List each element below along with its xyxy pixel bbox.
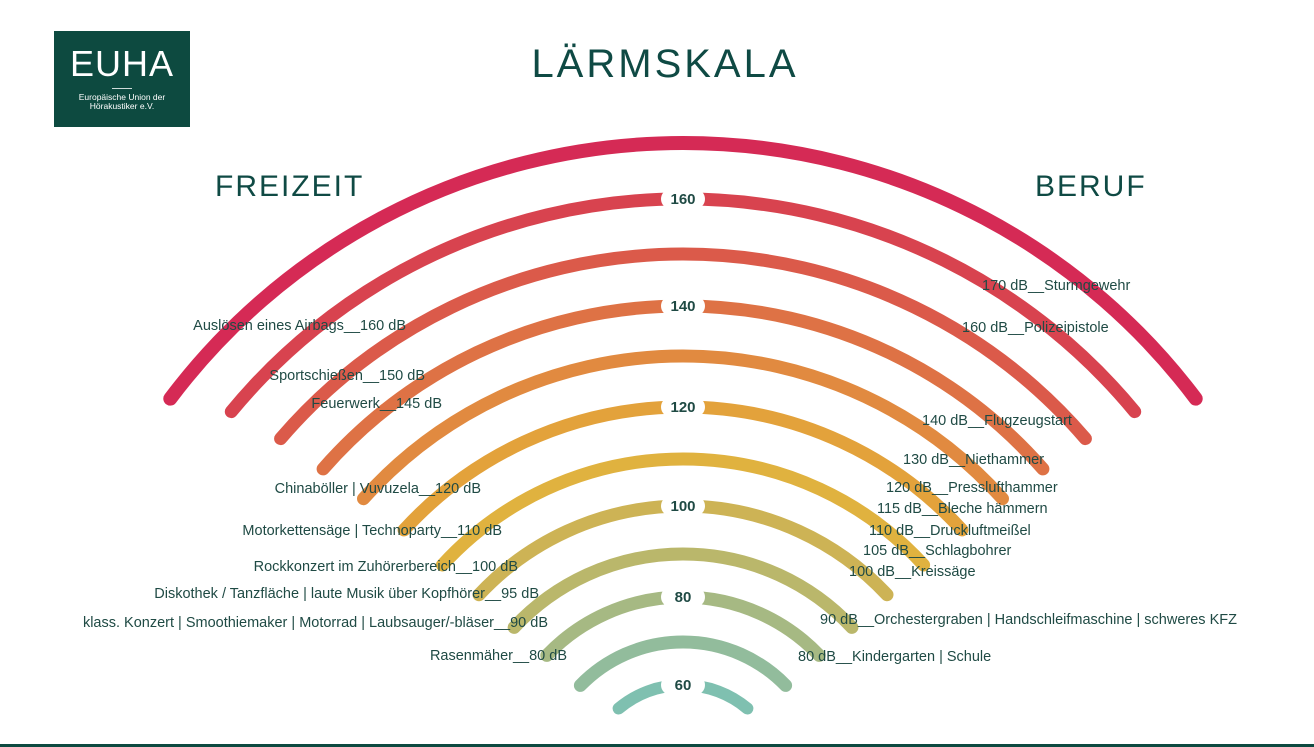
- left-label-disco: Diskothek / Tanzfläche | laute Musik übe…: [154, 586, 539, 602]
- left-label-airbag: Auslösen eines Airbags__160 dB: [193, 318, 406, 334]
- left-label-classical-concert: klass. Konzert | Smoothiemaker | Motorra…: [82, 615, 548, 631]
- noise-arc: [435, 452, 931, 572]
- noise-arc: [573, 635, 793, 692]
- left-label-lawnmower: Rasenmäher__80 dB: [429, 648, 567, 664]
- logo-subtitle: Europäische Union der Hörakustiker e.V.: [54, 93, 190, 111]
- db-value-pill: 120: [661, 397, 705, 417]
- right-label-air-chisel: 110 dB__Druckluftmeißel: [869, 523, 1031, 539]
- logo-wordmark: EUHA: [69, 43, 175, 84]
- left-label-fireworks: Feuerwerk__145 dB: [311, 396, 442, 412]
- noise-arc: [357, 349, 1009, 506]
- right-label-rivet-hammer: 130 dB__Niethammer: [903, 452, 1045, 468]
- page-title: LÄRMSKALA: [531, 42, 799, 86]
- logo-subtitle-line-2: Hörakustiker e.V.: [89, 101, 155, 111]
- right-label-jackhammer: 120 dB__Presslufthammer: [886, 480, 1058, 496]
- right-label-kindergarten: 80 dB__Kindergarten | Schule: [798, 649, 992, 665]
- logo-subtitle-line-1: Europäische Union der: [78, 92, 166, 102]
- euha-logo: EUHA Europäische Union der Hörakustiker …: [54, 31, 190, 127]
- right-label-aircraft-takeoff: 140 dB__Flugzeugstart: [922, 413, 1072, 429]
- right-label-police-pistol: 160 dB__Polizeipistole: [962, 320, 1109, 336]
- work-heading: BERUF: [1035, 170, 1147, 203]
- left-label-chainsaw: Motorkettensäge | Technoparty__110 dB: [242, 523, 502, 539]
- noise-arc: [507, 547, 859, 634]
- right-label-hammer-drill: 105 dB__Schlagbohrer: [863, 543, 1012, 559]
- db-value-label: 140: [670, 298, 695, 315]
- left-label-rock-concert: Rockkonzert im Zuhörerbereich__100 dB: [253, 559, 518, 575]
- db-value-pill: 60: [661, 675, 705, 695]
- right-label-sheet-metal: 115 dB__Bleche hämmern: [877, 501, 1048, 517]
- noise-arc: [274, 247, 1092, 446]
- right-label-circular-saw: 100 dB__Kreissäge: [849, 564, 976, 580]
- db-value-label: 80: [675, 589, 692, 606]
- bottom-rule: [0, 744, 1314, 747]
- db-value-label: 100: [670, 498, 695, 515]
- logo-divider: [112, 88, 132, 89]
- right-label-orchestra-pit: 90 dB__Orchestergraben | Handschleifmasc…: [820, 612, 1237, 628]
- left-label-sport-shooting: Sportschießen__150 dB: [269, 368, 425, 384]
- db-value-pill: 100: [661, 496, 705, 516]
- db-value-label: 60: [675, 677, 692, 694]
- left-label-firecracker: Chinaböller | Vuvuzela__120 dB: [274, 481, 481, 497]
- db-value-pill: 140: [661, 296, 705, 316]
- db-value-label: 160: [670, 191, 695, 208]
- noise-arc: [163, 136, 1203, 406]
- db-value-pill: 160: [661, 189, 705, 209]
- right-label-assault-rifle: 170 dB__Sturmgewehr: [982, 278, 1131, 294]
- leisure-heading: FREIZEIT: [215, 170, 365, 203]
- db-value-pill: 80: [661, 587, 705, 607]
- db-value-label: 120: [670, 399, 695, 416]
